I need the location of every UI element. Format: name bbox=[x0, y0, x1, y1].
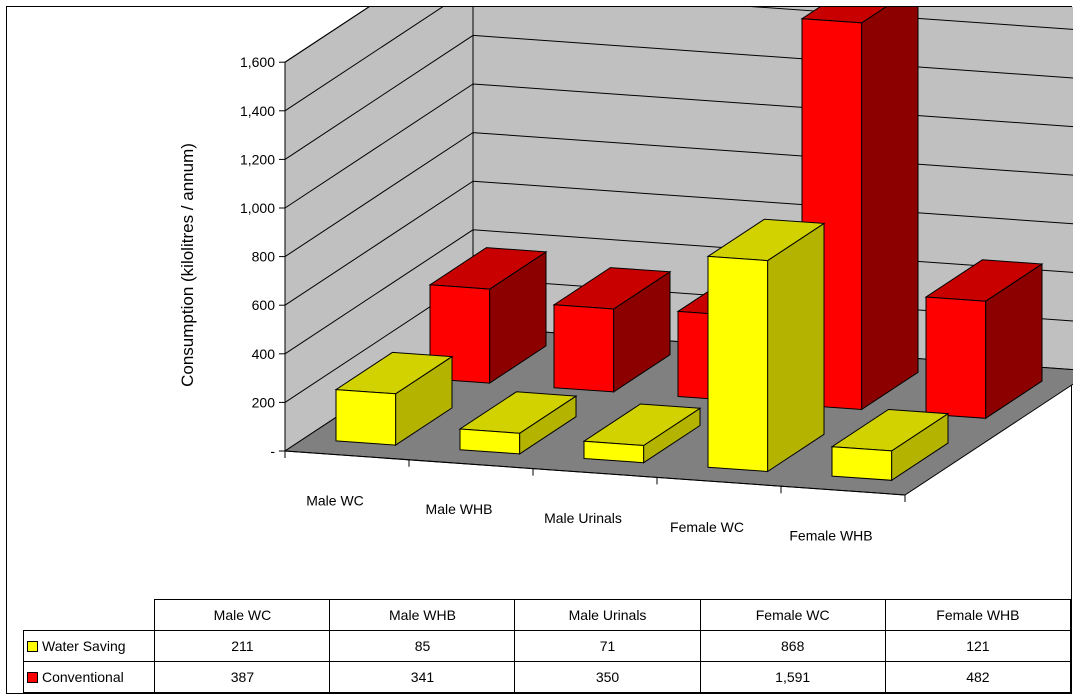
gridline bbox=[284, 7, 370, 63]
table-header-cell: Female WHB bbox=[884, 599, 1072, 631]
chart-plot: - 200 400 600 800 1,000 1,200 1,400 1,600 Male WC… bbox=[178, 7, 1073, 544]
table-series-cell: Water Saving bbox=[22, 630, 156, 662]
table-value-cell: 71 bbox=[514, 630, 701, 662]
table-header-cell: Female WC bbox=[699, 599, 886, 631]
bar-water-saving-male-whb bbox=[459, 428, 521, 455]
bar-conventional-male-whb bbox=[553, 304, 615, 393]
table-header-cell: Male WC bbox=[154, 599, 331, 631]
table-value-cell: 341 bbox=[329, 661, 516, 693]
y-tick-label: 1,600 bbox=[240, 54, 275, 70]
table-row-conventional: Conventional 387 341 350 1,591 482 bbox=[22, 661, 1072, 693]
table-corner-cell bbox=[23, 599, 156, 631]
bar-water-saving-male-wc bbox=[335, 389, 397, 446]
bar-water-saving-female-wc bbox=[707, 255, 769, 473]
x-tick-label: Male WHB bbox=[426, 501, 493, 517]
table-value-cell: 85 bbox=[329, 630, 516, 662]
y-tick-label: 1,200 bbox=[240, 151, 275, 167]
table-value-cell: 350 bbox=[514, 661, 701, 693]
table-value-cell: 868 bbox=[699, 630, 886, 662]
bar-water-saving-female-whb bbox=[831, 446, 893, 481]
legend-key-conventional bbox=[27, 672, 38, 683]
legend-label-water-saving: Water Saving bbox=[42, 638, 126, 654]
x-tick-label: Male WC bbox=[306, 492, 364, 508]
x-axis-line bbox=[284, 450, 906, 496]
chart-frame: - 200 400 600 800 1,000 1,200 1,400 1,600 Male WC… bbox=[6, 6, 1073, 694]
x-tick-label: Female WC bbox=[670, 519, 744, 535]
table-value-cell: 387 bbox=[154, 661, 331, 693]
table-value-cell: 211 bbox=[154, 630, 331, 662]
y-tick-label: 800 bbox=[252, 249, 276, 265]
bar-water-saving-female-wc-side bbox=[767, 222, 825, 473]
legend-label-conventional: Conventional bbox=[42, 669, 124, 685]
table-header-cell: Male Urinals bbox=[514, 599, 701, 631]
legend-key-water-saving bbox=[27, 641, 38, 652]
x-tick-label: Male Urinals bbox=[544, 510, 622, 526]
table-series-cell: Conventional bbox=[22, 661, 156, 693]
table-header-row: Male WC Male WHB Male Urinals Female WC Fema… bbox=[23, 599, 1072, 631]
table-value-cell: 121 bbox=[884, 630, 1072, 662]
y-tick-label: 1,400 bbox=[240, 103, 275, 119]
table-value-cell: 1,591 bbox=[699, 661, 886, 693]
y-tick-label: - bbox=[270, 443, 275, 459]
table-value-cell: 482 bbox=[884, 661, 1072, 693]
data-table: Male WC Male WHB Male Urinals Female WC Fema… bbox=[22, 599, 1072, 693]
bar-water-saving-male-urinals bbox=[583, 440, 645, 464]
bar-conventional-female-whb bbox=[925, 296, 987, 419]
y-tick-label: 400 bbox=[252, 346, 276, 362]
table-row-water-saving: Water Saving 211 85 71 868 121 bbox=[22, 630, 1072, 662]
x-tick-label: Female WHB bbox=[789, 528, 872, 544]
y-tick-label: 200 bbox=[252, 394, 276, 410]
table-header-cell: Male WHB bbox=[329, 599, 516, 631]
y-tick-label: 1,000 bbox=[240, 200, 275, 216]
bar-conventional-female-wc-side bbox=[861, 7, 919, 411]
y-tick-label: 600 bbox=[252, 297, 276, 313]
y-axis-title: Consumption (kilolitres / annum) bbox=[178, 143, 197, 387]
